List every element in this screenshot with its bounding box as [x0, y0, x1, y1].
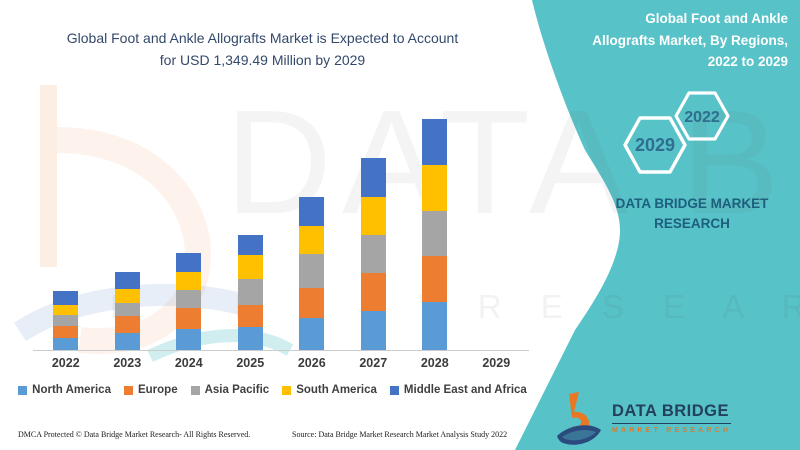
source-note: Source: Data Bridge Market Research Mark… [292, 430, 508, 439]
legend-label-middle-east-and-africa: Middle East and Africa [403, 384, 527, 396]
bar-segment-south-america [422, 165, 448, 211]
bar-2027 [360, 158, 386, 350]
bar-segment-middle-east-and-africa [299, 197, 325, 226]
bar-segment-south-america [237, 255, 263, 279]
bar-segment-middle-east-and-africa [114, 272, 140, 289]
legend-swatch-asia-pacific [190, 385, 200, 395]
dmca-notice: DMCA Protected © Data Bridge Market Rese… [18, 430, 251, 439]
legend-swatch-europe [123, 385, 133, 395]
bar-segment-europe [53, 326, 79, 338]
bar-segment-north-america [53, 338, 79, 350]
bar-2025 [237, 235, 263, 350]
bar-segment-europe [114, 316, 140, 333]
bar-segment-asia-pacific [237, 279, 263, 305]
chart-headline: Global Foot and Ankle Allografts Market … [66, 30, 459, 68]
legend-item-asia-pacific: Asia Pacific [190, 384, 270, 396]
bar-2026 [299, 197, 325, 350]
chart-legend: North America Europe Asia Pacific South Ame… [0, 384, 545, 396]
bar-segment-middle-east-and-africa [53, 291, 79, 305]
bar-segment-north-america [360, 311, 386, 350]
logo-name: DATA BRIDGE [612, 402, 732, 424]
bar-segment-asia-pacific [176, 290, 202, 308]
bar-segment-europe [299, 288, 325, 318]
bar-2028 [422, 119, 448, 350]
bar-2024 [176, 253, 202, 350]
bar-2023 [114, 272, 140, 350]
bar-segment-europe [237, 305, 263, 327]
bar-segment-middle-east-and-africa [422, 119, 448, 165]
bar-segment-north-america [114, 333, 140, 350]
x-tick-2026: 2026 [297, 356, 326, 370]
legend-label-europe: Europe [137, 384, 178, 396]
legend-item-middle-east-and-africa: Middle East and Africa [389, 384, 527, 396]
legend-swatch-middle-east-and-africa [389, 385, 399, 395]
panel-title: Global Foot and Ankle Allografts Market,… [592, 11, 788, 70]
bar-segment-middle-east-and-africa [360, 158, 386, 197]
x-axis-labels: 2022 2023 2024 2025 2026 2027 2028 2029 [35, 356, 527, 370]
bar-segment-south-america [53, 305, 79, 315]
plot-area [35, 110, 527, 350]
logo-text-block: DATA BRIDGE MARKET RESEARCH [612, 402, 732, 434]
x-tick-2024: 2024 [174, 356, 203, 370]
brand-wordmark: DATA BRIDGE MARKET RESEARCH [615, 196, 769, 232]
legend-label-asia-pacific: Asia Pacific [204, 384, 270, 396]
bar-segment-asia-pacific [360, 235, 386, 273]
x-tick-2022: 2022 [51, 356, 80, 370]
legend-label-south-america: South America [296, 384, 377, 396]
bar-2022 [53, 291, 79, 350]
bar-segment-asia-pacific [422, 211, 448, 256]
bar-segment-north-america [299, 318, 325, 350]
x-tick-2029: 2029 [482, 356, 511, 370]
legend-label-north-america: North America [32, 384, 111, 396]
x-tick-2027: 2027 [359, 356, 388, 370]
bar-segment-north-america [422, 302, 448, 350]
x-tick-2025: 2025 [236, 356, 265, 370]
x-tick-2023: 2023 [113, 356, 142, 370]
bar-segment-asia-pacific [299, 254, 325, 288]
bar-segment-asia-pacific [53, 315, 79, 326]
legend-item-europe: Europe [123, 384, 178, 396]
bar-segment-europe [360, 273, 386, 311]
bar-segment-south-america [360, 197, 386, 235]
bar-segment-south-america [176, 272, 202, 290]
bar-segment-south-america [299, 226, 325, 254]
legend-swatch-north-america [18, 385, 28, 395]
logo-subtitle: MARKET RESEARCH [612, 427, 732, 434]
bar-segment-europe [422, 256, 448, 302]
bar-segment-south-america [114, 289, 140, 303]
company-logo: DATA BRIDGE MARKET RESEARCH [556, 390, 732, 446]
legend-swatch-south-america [282, 385, 292, 395]
bar-segment-middle-east-and-africa [176, 253, 202, 272]
bar-segment-north-america [237, 327, 263, 350]
bar-segment-europe [176, 308, 202, 329]
legend-item-north-america: North America [18, 384, 111, 396]
legend-item-south-america: South America [282, 384, 377, 396]
bar-segment-north-america [176, 329, 202, 350]
x-tick-2028: 2028 [420, 356, 449, 370]
bar-segment-asia-pacific [114, 303, 140, 316]
x-axis-line [33, 350, 529, 351]
bar-segment-middle-east-and-africa [237, 235, 263, 255]
logo-b-icon [557, 392, 601, 445]
